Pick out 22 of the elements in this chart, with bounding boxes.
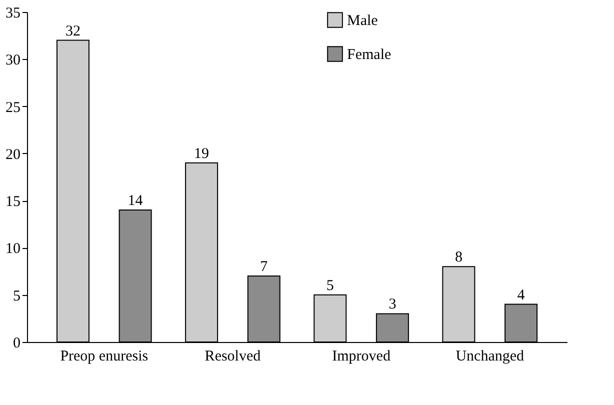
data-label: 14	[128, 193, 144, 209]
y-tick-label: 30	[6, 52, 20, 69]
x-tick-label: Resolved	[204, 348, 262, 364]
x-tick-label: Unchanged	[456, 348, 525, 364]
legend-label: Female	[347, 47, 392, 63]
data-label: 8	[454, 250, 462, 266]
data-label: 3	[388, 296, 396, 313]
x-tick-label: Preop enuresis	[60, 348, 148, 364]
y-tick-label: 35	[6, 6, 20, 22]
x-tick-label: Improved	[332, 348, 391, 364]
y-tick-label: 0	[13, 336, 20, 352]
data-label: 5	[326, 278, 334, 294]
y-tick-label: 10	[6, 241, 20, 258]
data-label: 32	[65, 23, 80, 40]
data-label: 4	[517, 287, 526, 304]
data-label: 19	[194, 146, 210, 162]
y-tick-label: 20	[6, 146, 20, 163]
legend-label: Male	[347, 13, 378, 29]
y-tick-label: 25	[6, 100, 20, 116]
data-label: 7	[260, 259, 268, 275]
y-tick-label: 5	[13, 288, 20, 304]
y-tick-label: 15	[6, 194, 20, 210]
